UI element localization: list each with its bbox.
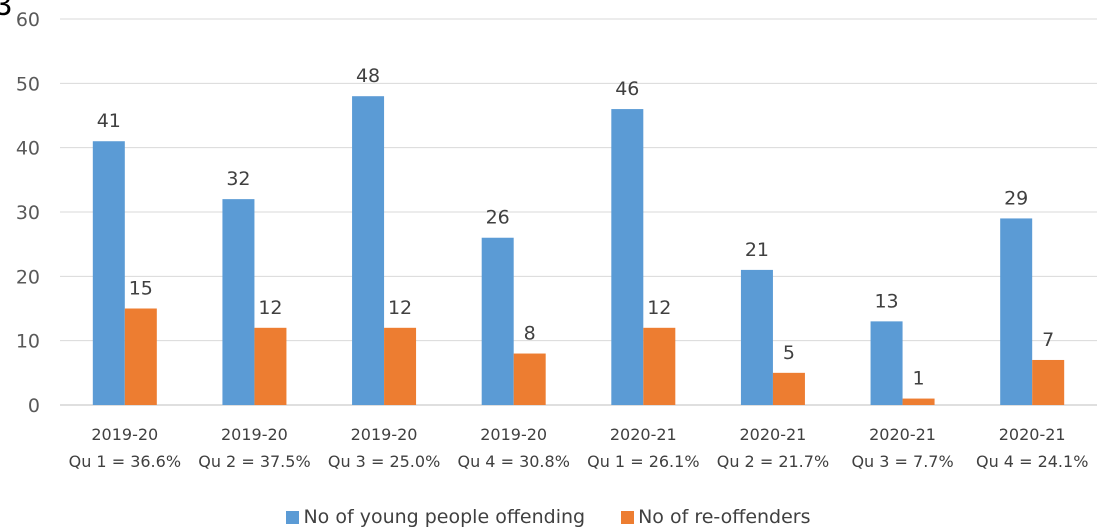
stray-glyph: 3 <box>0 0 12 22</box>
bar-offending <box>870 321 903 405</box>
bar-offending <box>92 141 125 405</box>
data-label: 46 <box>615 78 639 100</box>
x-tick-label-quarter: Qu 4 = 30.8% <box>457 452 569 471</box>
bar-reoffenders <box>124 308 157 405</box>
legend: No of young people offending No of re-of… <box>0 506 1097 528</box>
x-tick-label-quarter: Qu 2 = 37.5% <box>198 452 310 471</box>
data-label: 21 <box>745 239 769 261</box>
y-tick-label: 30 <box>16 202 40 224</box>
legend-label-reoffenders: No of re-offenders <box>638 506 811 528</box>
x-tick-label-year: 2020-21 <box>999 425 1066 444</box>
data-label: 12 <box>388 297 412 319</box>
bar-offending <box>481 237 514 405</box>
y-tick-label: 20 <box>16 266 40 288</box>
bar-offending <box>222 199 255 405</box>
x-axis: 2019-20 Qu 1 = 36.6% 2019-20 Qu 2 = 37.5% 20… <box>69 425 1089 471</box>
x-tick-label-year: 2020-21 <box>740 425 807 444</box>
y-tick-label: 10 <box>16 331 40 353</box>
bar-reoffenders <box>254 327 287 405</box>
data-label: 41 <box>97 110 121 132</box>
data-label: 8 <box>524 323 536 345</box>
data-label: 12 <box>647 297 671 319</box>
legend-swatch-offending <box>286 510 300 524</box>
y-axis: 0 10 20 30 40 50 60 <box>16 9 40 417</box>
y-tick-label: 40 <box>16 138 40 160</box>
data-label: 15 <box>129 278 153 300</box>
legend-label-offending: No of young people offending <box>303 506 586 528</box>
bar-reoffenders <box>1032 359 1065 405</box>
data-label: 5 <box>783 342 795 364</box>
gridlines <box>60 18 1097 406</box>
data-label: 48 <box>356 65 380 87</box>
data-label: 1 <box>913 368 925 390</box>
bar-offending <box>611 109 644 406</box>
x-tick-label-quarter: Qu 1 = 26.1% <box>587 452 699 471</box>
x-tick-label-year: 2019-20 <box>351 425 418 444</box>
x-tick-label-year: 2019-20 <box>480 425 547 444</box>
x-tick-label-quarter: Qu 3 = 7.7% <box>851 452 953 471</box>
legend-item-offending: No of young people offending <box>286 506 585 528</box>
x-tick-label-quarter: Qu 1 = 36.6% <box>69 452 181 471</box>
bar-offending <box>740 269 773 405</box>
bar-reoffenders <box>513 353 546 405</box>
bar-reoffenders <box>902 398 935 405</box>
x-tick-label-year: 2020-21 <box>610 425 677 444</box>
data-label: 12 <box>258 297 282 319</box>
x-tick-label-year: 2019-20 <box>91 425 158 444</box>
y-tick-label: 50 <box>16 73 40 95</box>
bar-reoffenders <box>384 327 417 405</box>
y-tick-label: 0 <box>28 395 40 417</box>
legend-item-reoffenders: No of re-offenders <box>621 506 811 528</box>
bar-reoffenders <box>772 372 805 405</box>
bar-reoffenders <box>643 327 676 405</box>
legend-swatch-reoffenders <box>621 510 635 524</box>
data-label: 26 <box>486 207 510 229</box>
bar-chart: 0 10 20 30 40 50 60 41 15 32 12 48 12 26 8 46 12 21 5 13 1 2… <box>16 9 1097 471</box>
data-label: 29 <box>1004 187 1028 209</box>
bar-offending <box>1000 218 1033 405</box>
bars <box>92 96 1065 406</box>
x-tick-label-quarter: Qu 4 = 24.1% <box>976 452 1088 471</box>
bar-offending <box>352 96 385 405</box>
x-tick-label-quarter: Qu 3 = 25.0% <box>328 452 440 471</box>
x-tick-label-year: 2020-21 <box>869 425 936 444</box>
x-tick-label-year: 2019-20 <box>221 425 288 444</box>
x-tick-label-quarter: Qu 2 = 21.7% <box>717 452 829 471</box>
y-tick-label: 60 <box>16 9 40 31</box>
data-label: 7 <box>1042 329 1054 351</box>
data-labels: 41 15 32 12 48 12 26 8 46 12 21 5 13 1 29 7 <box>97 65 1055 389</box>
data-label: 13 <box>874 290 898 312</box>
data-label: 32 <box>226 168 250 190</box>
